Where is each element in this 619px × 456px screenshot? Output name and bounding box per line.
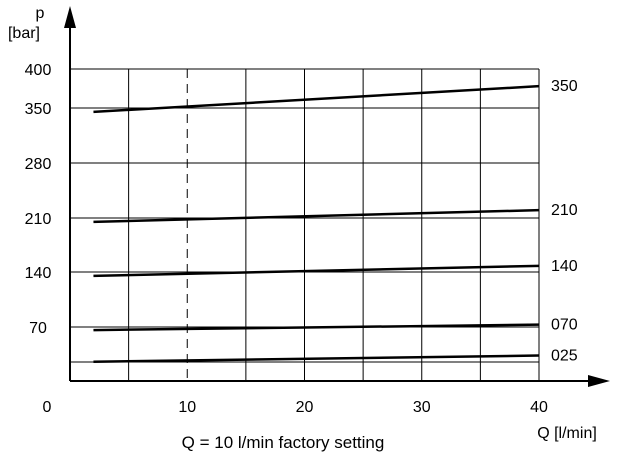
x-axis-arrow	[588, 375, 610, 387]
y-tick-label: 280	[25, 156, 52, 173]
y-tick-label: 400	[25, 62, 52, 79]
series-label: 025	[551, 348, 578, 365]
series-line	[93, 354, 540, 363]
y-tick-label: 140	[25, 265, 52, 282]
x-tick-label: 10	[178, 399, 196, 416]
axes	[64, 6, 610, 387]
x-axis-title: Q [l/min]	[537, 425, 597, 442]
y-axis-arrow	[64, 6, 76, 28]
y-axis-symbol: p	[36, 5, 45, 22]
series-label: 140	[551, 258, 578, 275]
series-label: 070	[551, 317, 578, 334]
y-tick-label: 350	[25, 101, 52, 118]
series-line	[93, 84, 540, 114]
series-label: 350	[551, 78, 578, 95]
y-tick-label: 210	[25, 211, 52, 228]
factory-setting-note: Q = 10 l/min factory setting	[182, 433, 385, 452]
series-label: 210	[551, 202, 578, 219]
x-tick-label: 0	[43, 399, 52, 416]
series-lines	[93, 84, 540, 363]
y-tick-label: 70	[29, 320, 47, 337]
y-axis-unit: [bar]	[8, 25, 40, 42]
series-line	[93, 264, 540, 278]
series-line	[93, 323, 540, 332]
series-line	[93, 208, 540, 224]
x-tick-label: 30	[413, 399, 431, 416]
x-tick-label: 20	[296, 399, 314, 416]
grid	[70, 68, 540, 381]
x-tick-label: 40	[530, 399, 548, 416]
labels: 400 350 280 210 140 70 0 10 20 30 40 350 210 140 070 02…	[25, 62, 578, 416]
